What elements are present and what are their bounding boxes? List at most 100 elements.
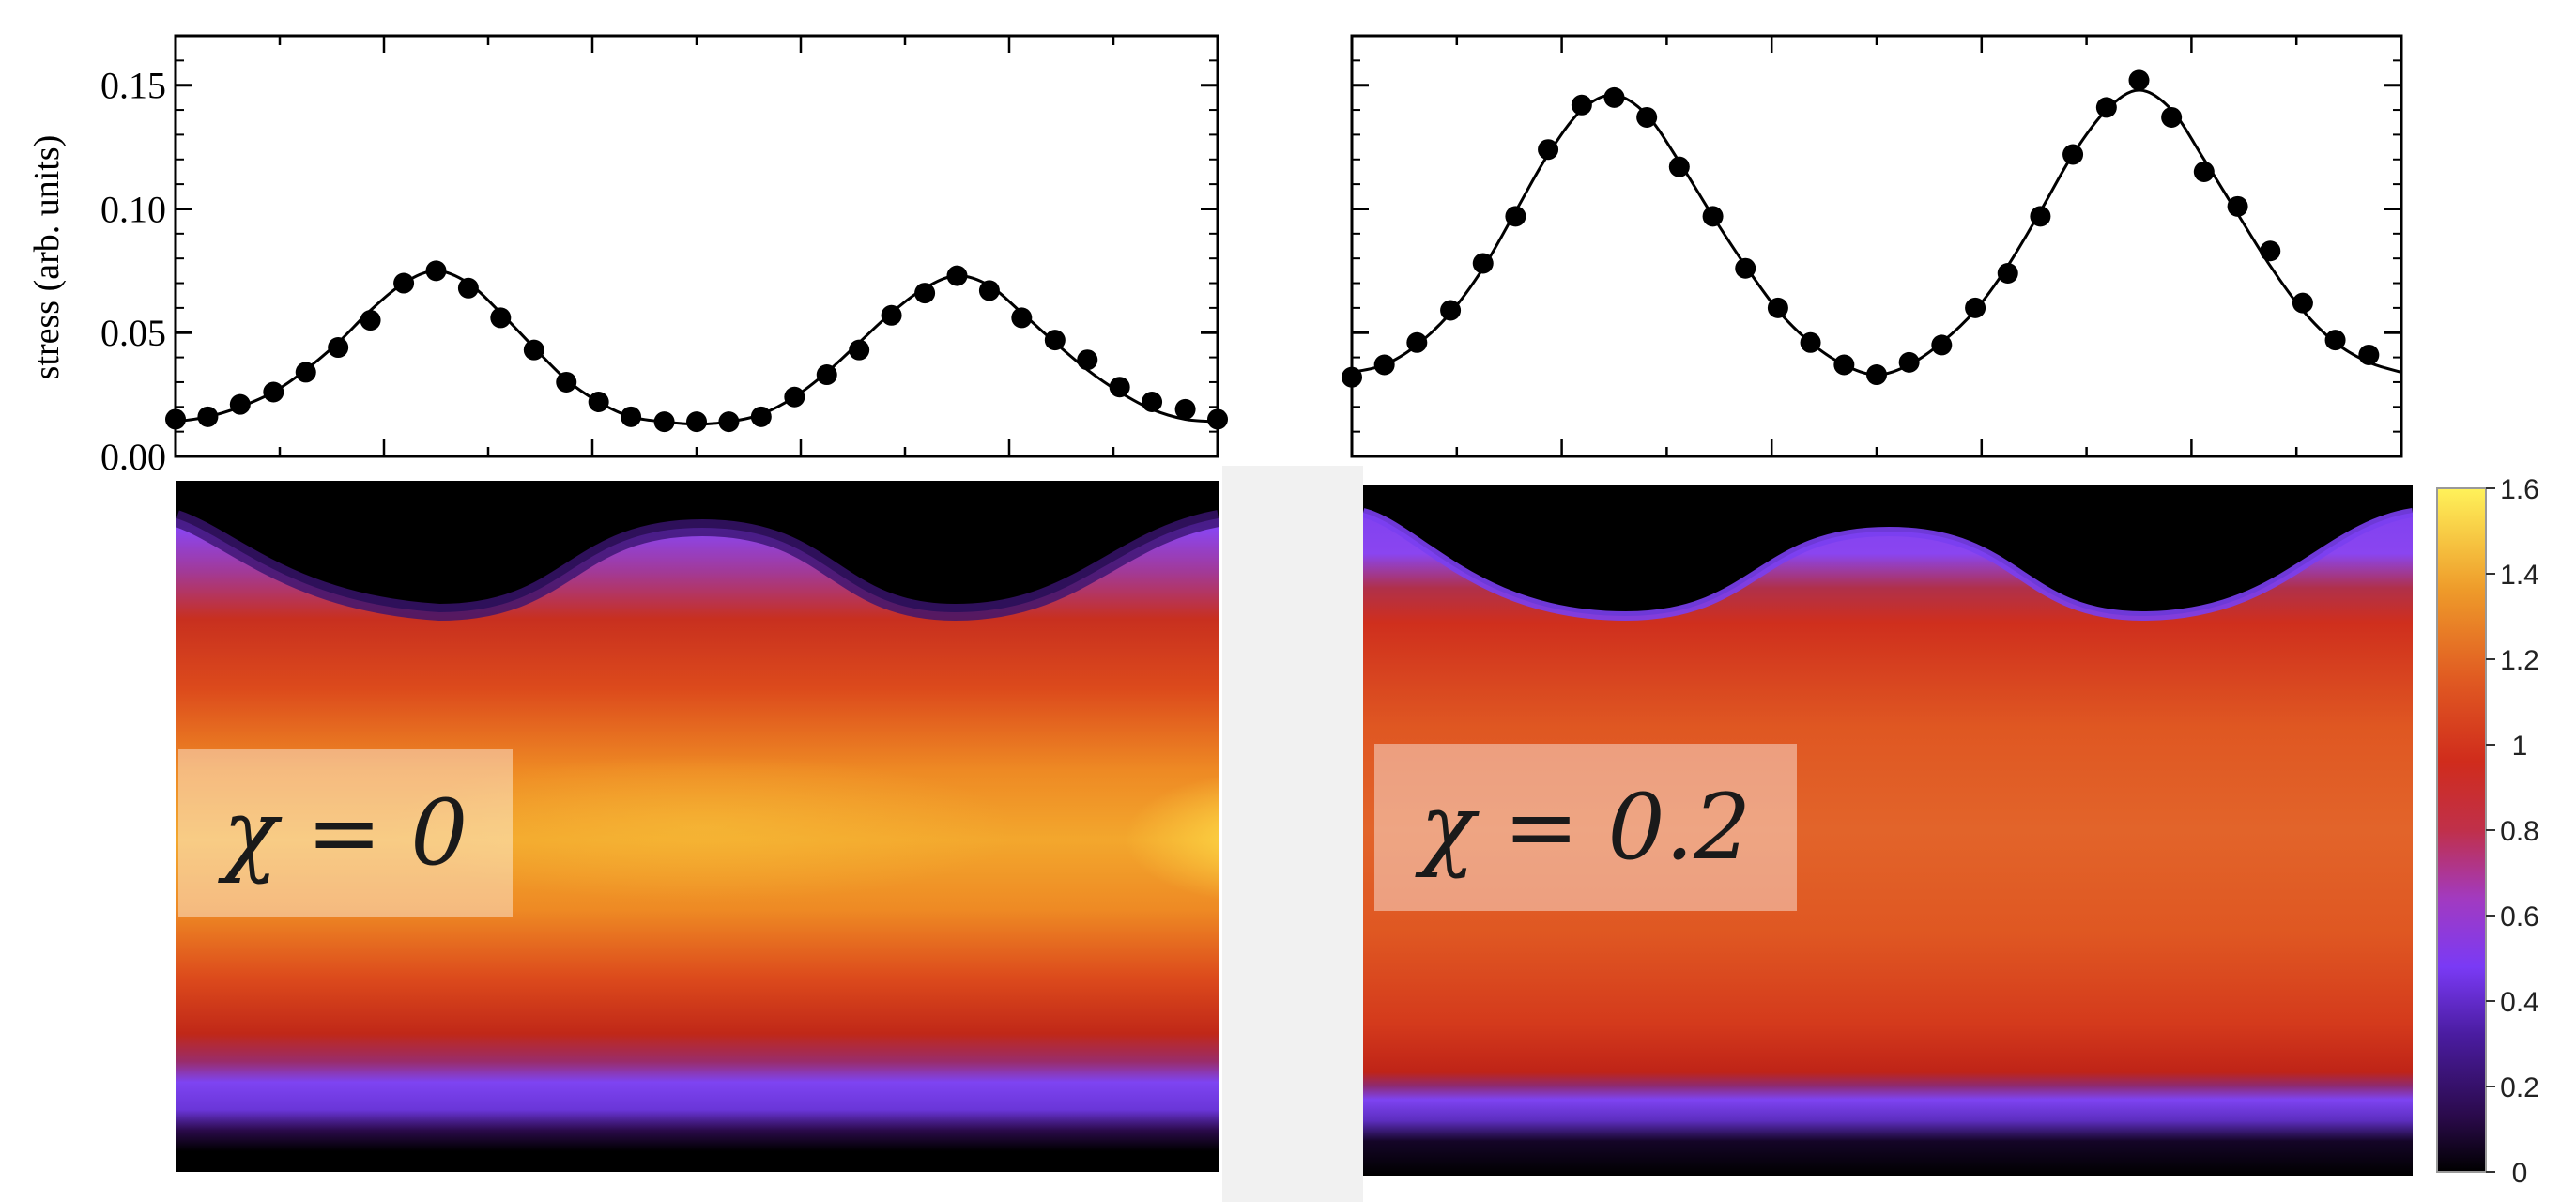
colorbar: 0 0.2 0.4 0.6 0.8 1 1.2 1.4 1.6 (2436, 474, 2539, 1183)
data-point (1603, 86, 1625, 108)
left-heatmap (176, 481, 1219, 1172)
data-point (1342, 366, 1362, 388)
data-point (2260, 240, 2281, 262)
data-point (1538, 139, 1559, 161)
data-point (197, 406, 219, 427)
data-point (328, 337, 349, 359)
data-point (1931, 334, 1953, 356)
data-point (1702, 206, 1724, 227)
data-point (946, 265, 968, 286)
y-tick-label: 0.15 (100, 65, 166, 107)
right-data-points (1342, 69, 2380, 388)
colorbar-tick-label: 1.6 (2500, 474, 2539, 505)
data-point (1636, 106, 1658, 128)
data-point (425, 260, 447, 282)
data-point (263, 381, 284, 403)
data-point (881, 304, 902, 326)
right-heatmap (1363, 485, 2413, 1176)
data-point (295, 362, 316, 383)
y-tick-label: 0.00 (100, 436, 166, 470)
y-axis-label: stress (arb. units) (27, 134, 67, 380)
colorbar-tick-label: 0.2 (2500, 1072, 2539, 1103)
data-point (1406, 331, 1428, 353)
data-point (2128, 69, 2150, 91)
data-point (1011, 307, 1033, 329)
data-point (653, 411, 675, 433)
data-point (1800, 331, 1821, 353)
data-point (1571, 94, 1592, 116)
colorbar-gradient (2436, 487, 2487, 1173)
y-tick-label: 0.05 (100, 312, 166, 354)
left-data-points (165, 260, 1228, 433)
data-point (1077, 349, 1098, 371)
data-point (1767, 297, 1788, 318)
data-point (2358, 344, 2380, 365)
data-point (556, 371, 577, 393)
data-point (490, 307, 512, 329)
data-point (816, 364, 837, 386)
right-top-dark-region (1363, 485, 2413, 616)
panel-gap (1222, 466, 1363, 1202)
data-point (457, 277, 479, 299)
colorbar-tick-label: 0.4 (2500, 987, 2539, 1018)
data-point (1472, 253, 1494, 274)
data-point (1997, 262, 2018, 284)
data-point (2161, 106, 2183, 128)
colorbar-tick-label: 1 (2512, 731, 2528, 762)
data-point (2324, 330, 2346, 351)
data-point (1965, 297, 1986, 318)
data-point (1109, 377, 1130, 398)
data-point (1898, 351, 1920, 373)
data-point (1668, 156, 1690, 177)
data-point (914, 283, 936, 304)
data-point (523, 339, 544, 361)
data-point (621, 406, 642, 427)
right-fit-line (1351, 88, 2402, 377)
right-plot-frame (1350, 34, 2403, 458)
data-point (1174, 398, 1196, 420)
right-y-ticks (1352, 59, 2401, 458)
data-point (1833, 354, 1855, 376)
colorbar-tick-label: 0.8 (2500, 816, 2539, 847)
y-tick-label: 0.10 (100, 188, 166, 230)
right-x-ticks (1455, 36, 2298, 456)
data-point (2193, 161, 2215, 182)
colorbar-tick-label: 0 (2512, 1158, 2528, 1183)
data-point (686, 411, 707, 433)
data-point (360, 310, 381, 331)
chi-annotation-right: χ = 0.2 (1374, 744, 1797, 911)
colorbar-ticks: 0 0.2 0.4 0.6 0.8 1 1.2 1.4 1.6 (2486, 474, 2539, 1183)
left-top-dark-region (176, 481, 1219, 612)
right-stress-chart (1342, 34, 2403, 458)
data-point (1207, 408, 1228, 430)
data-point (750, 406, 772, 427)
left-plot-frame (174, 34, 1219, 458)
data-point (2062, 144, 2084, 165)
data-point (1373, 354, 1395, 376)
data-point (2030, 206, 2051, 227)
chi-annotation-left: χ = 0 (178, 749, 513, 917)
data-point (784, 386, 805, 408)
data-point (1505, 206, 1526, 227)
colorbar-tick-label: 0.6 (2500, 902, 2539, 932)
left-stress-chart: 0.00 0.05 0.10 0.15 (100, 34, 1228, 470)
data-point (2292, 292, 2313, 314)
colorbar-tick-label: 1.2 (2500, 645, 2539, 676)
left-y-ticks: 0.00 0.05 0.10 0.15 (100, 59, 1218, 470)
data-point (1866, 364, 1887, 386)
left-x-ticks (278, 36, 1115, 456)
data-point (393, 272, 415, 294)
data-point (1142, 392, 1163, 413)
data-point (849, 339, 870, 361)
data-point (588, 392, 609, 413)
data-point (718, 411, 740, 433)
data-point (2227, 195, 2248, 217)
data-point (165, 408, 186, 430)
data-point (2095, 97, 2117, 118)
data-point (1440, 300, 1462, 321)
colorbar-tick-label: 1.4 (2500, 560, 2539, 591)
data-point (1044, 330, 1066, 351)
data-point (1735, 257, 1756, 279)
data-point (229, 393, 251, 415)
data-point (978, 280, 1000, 301)
